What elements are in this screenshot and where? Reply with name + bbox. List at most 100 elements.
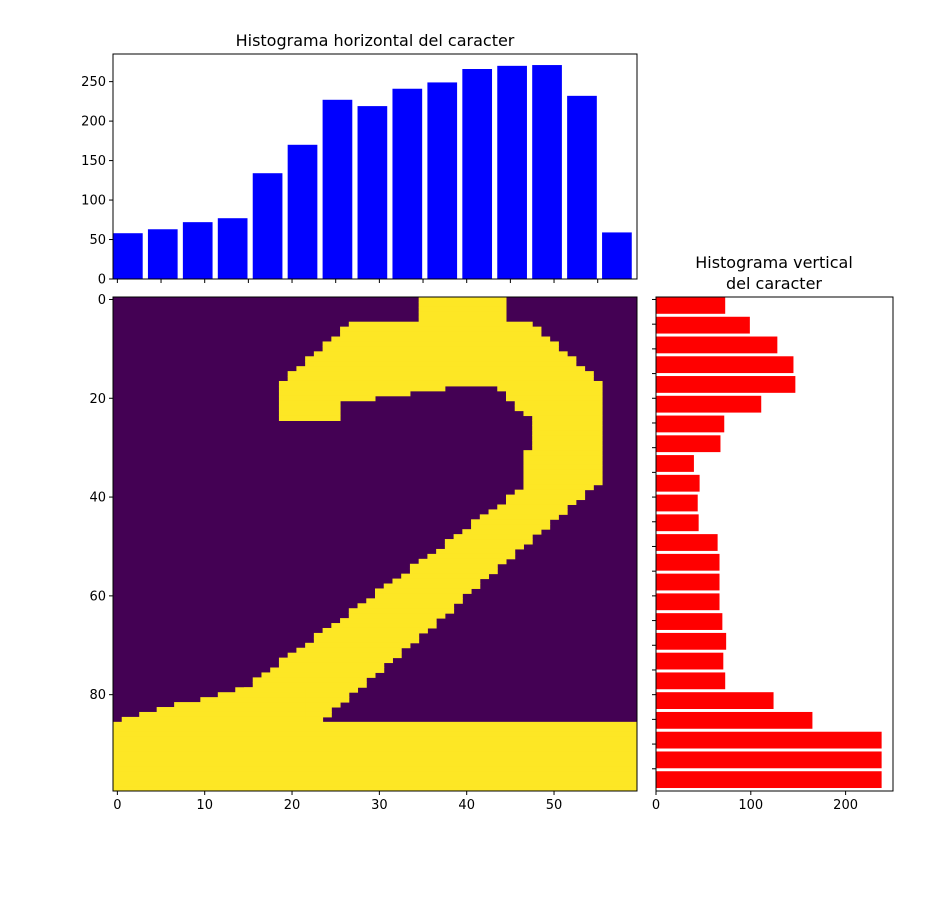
horizontal-histogram-bar-2 (182, 222, 213, 279)
vertical-histogram-bar-0 (656, 297, 726, 314)
vertical-histogram-bar-6 (656, 415, 725, 433)
character-image-stroke-r28-0 (532, 435, 603, 441)
character-image-stroke-r94-0 (113, 761, 638, 767)
character-image-ytick-label-4: 80 (89, 688, 106, 703)
character-image: 0 10 20 30 40 50 0 20 40 60 80 (89, 293, 638, 813)
character-image-xtick-label-0: 0 (113, 798, 121, 813)
character-image-stroke-r80-1 (217, 692, 306, 698)
horizontal-histogram-ytick-label-0: 0 (98, 273, 106, 288)
horizontal-histogram-ytick-label-2: 100 (81, 194, 106, 209)
vertical-histogram-bar-12 (656, 534, 718, 551)
horizontal-histogram-bar-13 (567, 95, 597, 279)
character-image-stroke-r60-0 (375, 593, 463, 599)
character-image-stroke-r46-0 (471, 524, 551, 530)
character-image-stroke-r14-0 (296, 366, 586, 372)
vertical-histogram-bar-11 (656, 514, 699, 532)
character-image-stroke-r66-0 (331, 623, 437, 629)
character-image-ytick-label-2: 40 (89, 491, 106, 506)
character-image-stroke-r55-0 (409, 568, 498, 575)
character-image-stroke-r54-0 (409, 563, 498, 570)
character-image-xtick-label-2: 20 (284, 798, 301, 813)
vertical-histogram-title-line-2: del caracter (726, 274, 822, 293)
character-image-stroke-r91-0 (113, 746, 638, 752)
character-image-stroke-r41-0 (506, 499, 577, 505)
character-image-stroke-r12-0 (305, 356, 577, 362)
horizontal-histogram-ytick-label-5: 250 (81, 75, 106, 90)
character-image-stroke-r13-0 (305, 361, 577, 367)
character-image-stroke-r30-0 (532, 445, 603, 451)
character-image-stroke-r16-0 (287, 376, 594, 382)
horizontal-histogram-bar-11 (497, 65, 527, 279)
character-image-stroke-r99-0 (113, 786, 638, 792)
horizontal-histogram-bar-8 (392, 88, 423, 279)
character-image-stroke-r75-0 (270, 667, 385, 673)
horizontal-histogram-bar-0 (113, 233, 143, 279)
character-image-stroke-r51-0 (436, 548, 516, 555)
character-image-stroke-r20-0 (278, 395, 376, 402)
character-image-stroke-r8-0 (331, 336, 551, 342)
character-image-stroke-r77-0 (252, 677, 367, 683)
character-image-stroke-r18-0 (278, 385, 446, 392)
character-image-stroke-r37-0 (523, 479, 603, 486)
vertical-histogram-bar-22 (656, 731, 882, 749)
character-image-stroke-r31-0 (523, 450, 603, 456)
character-image-xtick-label-5: 50 (546, 798, 563, 813)
vertical-histogram-bar-10 (656, 494, 698, 512)
character-image-xtick-label-4: 40 (458, 798, 475, 813)
character-image-stroke-r24-1 (532, 415, 603, 421)
character-image-stroke-r24-0 (278, 415, 341, 421)
horizontal-histogram-title: Histograma horizontal del caracter (236, 31, 515, 50)
character-image-stroke-r85-1 (121, 716, 306, 723)
character-image-ytick-label-1: 20 (89, 392, 106, 407)
character-image-stroke-r35-0 (523, 469, 603, 476)
character-image-stroke-r26-0 (532, 425, 603, 431)
character-image-stroke-r18-1 (497, 385, 603, 392)
character-image-stroke-r88-0 (113, 731, 638, 738)
character-image-stroke-r0-0 (418, 297, 507, 303)
character-image-stroke-r82-1 (174, 702, 306, 708)
character-image-stroke-r70-0 (305, 642, 411, 649)
vertical-histogram-xtick-label-1: 100 (738, 798, 763, 813)
character-image-stroke-r44-0 (479, 514, 559, 520)
character-image-stroke-r76-0 (261, 672, 376, 678)
character-image-stroke-r11-0 (313, 351, 568, 357)
character-image-stroke-r29-0 (532, 440, 603, 446)
character-image-stroke-r43-0 (488, 509, 568, 515)
character-image-stroke-r10-0 (322, 346, 559, 352)
vertical-histogram-bar-9 (656, 474, 700, 492)
character-image-stroke-r64-0 (348, 613, 446, 619)
character-image-stroke-r32-0 (523, 455, 603, 461)
character-image-stroke-r15-0 (287, 371, 594, 377)
horizontal-histogram-ytick-label-4: 200 (81, 115, 106, 130)
character-image-stroke-r33-0 (523, 460, 603, 466)
character-image-stroke-r21-0 (278, 400, 341, 407)
character-image-stroke-r23-1 (523, 410, 603, 417)
character-image-stroke-r7-0 (340, 331, 542, 338)
horizontal-histogram-bar-6 (322, 99, 353, 279)
vertical-histogram: Histograma vertical del caracter 0 100 200 (652, 253, 894, 813)
character-image-stroke-r98-0 (113, 781, 638, 787)
vertical-histogram-bar-23 (656, 751, 882, 769)
vertical-histogram-bar-7 (656, 435, 721, 453)
character-image-stroke-r19-0 (278, 390, 411, 397)
horizontal-histogram-bar-3 (217, 218, 248, 279)
horizontal-histogram-ytick-label-3: 150 (81, 154, 106, 169)
character-image-stroke-r50-0 (444, 544, 524, 550)
character-image-stroke-r22-1 (514, 405, 603, 412)
horizontal-histogram: Histograma horizontal del caracter 0 50 10… (81, 31, 638, 288)
character-image-stroke-r1-0 (418, 301, 507, 308)
character-image-stroke-r39-0 (514, 489, 586, 496)
character-image-stroke-r81-1 (200, 697, 306, 703)
vertical-histogram-bar-3 (656, 356, 794, 374)
character-image-stroke-r96-0 (113, 771, 638, 777)
horizontal-histogram-bar-14 (602, 232, 632, 279)
vertical-histogram-frame (655, 296, 894, 792)
character-image-stroke-r65-0 (340, 618, 437, 624)
character-image-stroke-r52-0 (427, 553, 516, 560)
character-image-stroke-r72-0 (287, 652, 402, 659)
character-image-stroke-r19-1 (506, 390, 603, 397)
character-image-xtick-label-3: 30 (371, 798, 388, 813)
horizontal-histogram-bar-9 (427, 82, 458, 279)
character-image-ytick-label-0: 0 (98, 293, 106, 308)
vertical-histogram-xtick-label-0: 0 (652, 798, 660, 813)
